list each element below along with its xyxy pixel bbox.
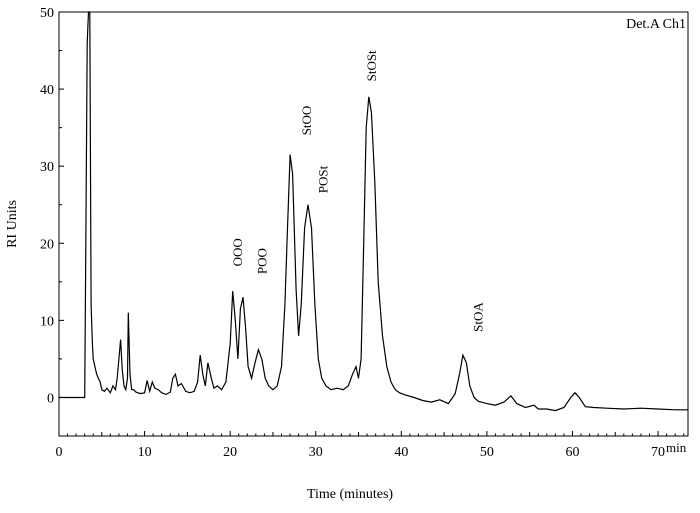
detector-channel-label: Det.A Ch1 (626, 17, 686, 32)
x-tick-label: 10 (138, 445, 152, 460)
peak-label: POSt (315, 165, 330, 193)
peak-label: StOSt (364, 50, 379, 81)
peak-label: StOO (299, 106, 314, 136)
chromatogram-trace (59, 11, 688, 412)
x-axis-ticks: 0 10 20 30 40 50 60 70 (56, 431, 685, 460)
y-tick-label: 50 (40, 6, 54, 21)
x-tick-label: 50 (480, 445, 494, 460)
x-tick-label: 70 (651, 445, 665, 460)
peak-label: OOO (230, 238, 245, 266)
y-tick-label: 40 (40, 83, 54, 98)
x-tick-label: 0 (56, 445, 63, 460)
y-tick-label: 30 (40, 160, 54, 175)
x-tick-label: 20 (223, 445, 237, 460)
x-axis-label: Time (minutes) (306, 487, 394, 502)
y-tick-label: 0 (47, 391, 54, 406)
y-tick-label: 10 (40, 314, 54, 329)
y-axis-ticks: 0 10 20 30 40 50 (40, 6, 64, 437)
peak-label: POO (255, 248, 270, 274)
x-tick-label: 30 (309, 445, 323, 460)
x-tick-label: 60 (565, 445, 579, 460)
y-tick-label: 20 (40, 237, 54, 252)
peak-labels: OOO POO StOO POSt StOSt StOA (230, 50, 485, 332)
peak-label: StOA (470, 302, 485, 332)
plot-frame (58, 11, 689, 437)
x-unit-label: min (666, 440, 687, 455)
y-axis-label: RI Units (5, 200, 20, 248)
x-tick-label: 40 (394, 445, 408, 460)
